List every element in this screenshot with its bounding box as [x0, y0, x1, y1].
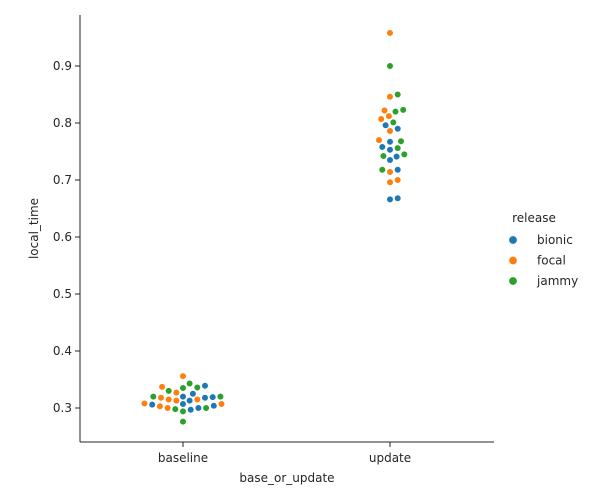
- data-point-focal: [386, 127, 394, 135]
- data-point-bionic: [210, 402, 218, 410]
- data-point-bionic: [179, 400, 187, 408]
- data-point-jammy: [216, 393, 224, 401]
- data-point-jammy: [400, 150, 408, 158]
- data-point-jammy: [179, 418, 187, 426]
- data-point-bionic: [386, 138, 394, 146]
- data-point-bionic: [386, 156, 394, 164]
- x-tick-label: baseline: [158, 451, 208, 465]
- data-point-focal: [380, 106, 389, 115]
- data-point-bionic: [394, 166, 402, 174]
- data-point-focal: [385, 112, 393, 120]
- data-point-focal: [158, 383, 166, 391]
- x-axis-label: base_or_update: [239, 471, 334, 485]
- data-point-bionic: [187, 406, 195, 414]
- data-point-jammy: [149, 393, 157, 401]
- data-point-focal: [172, 396, 180, 405]
- legend: release bionic focal jammy: [508, 211, 578, 288]
- axes: 0.3 0.4 0.5 0.6 0.7 0.8 0.9 baseline update base_…: [27, 15, 494, 485]
- y-tick-label: 0.9: [53, 59, 72, 73]
- data-point-bionic: [394, 125, 402, 133]
- data-point-jammy: [394, 144, 402, 152]
- data-point-bionic: [194, 404, 202, 412]
- data-point-focal: [172, 389, 180, 397]
- data-point-jammy: [179, 384, 187, 392]
- data-point-jammy: [389, 118, 397, 127]
- data-point-focal: [375, 136, 383, 144]
- data-point-focal: [386, 29, 394, 37]
- data-point-bionic: [209, 393, 217, 401]
- data-point-focal: [386, 168, 394, 176]
- data-point-focal: [377, 115, 385, 123]
- data-point-focal: [394, 176, 402, 184]
- data-point-focal: [165, 395, 173, 404]
- data-points: [140, 29, 408, 426]
- y-tick-label: 0.3: [53, 401, 72, 415]
- data-point-jammy: [391, 107, 400, 116]
- legend-marker-focal: [508, 255, 518, 265]
- data-point-focal: [217, 400, 226, 408]
- data-point-bionic: [189, 390, 197, 398]
- data-point-jammy: [179, 407, 187, 416]
- data-point-jammy: [171, 405, 179, 413]
- data-point-focal: [386, 93, 394, 101]
- data-point-focal: [386, 178, 394, 186]
- data-point-focal: [193, 395, 201, 404]
- data-point-bionic: [201, 394, 209, 402]
- legend-title: release: [512, 211, 556, 225]
- data-point-jammy: [397, 137, 405, 145]
- data-point-bionic: [179, 393, 187, 401]
- data-point-bionic: [186, 396, 194, 405]
- data-point-bionic: [201, 382, 209, 390]
- data-point-bionic: [382, 121, 390, 129]
- legend-marker-bionic: [508, 235, 518, 245]
- data-point-bionic: [148, 400, 156, 409]
- data-point-focal: [157, 394, 165, 402]
- data-point-bionic: [386, 146, 394, 154]
- data-point-focal: [140, 399, 149, 408]
- x-tick-label: update: [369, 451, 411, 465]
- legend-label-bionic: bionic: [537, 233, 573, 247]
- data-point-jammy: [394, 90, 402, 99]
- data-point-jammy: [202, 404, 210, 412]
- data-point-jammy: [378, 166, 386, 174]
- y-tick-label: 0.5: [53, 287, 72, 301]
- data-point-jammy: [379, 152, 388, 160]
- data-point-bionic: [378, 143, 386, 151]
- data-point-focal: [164, 404, 172, 412]
- data-point-jammy: [386, 62, 394, 70]
- y-tick-label: 0.4: [53, 344, 72, 358]
- data-point-jammy: [399, 106, 407, 114]
- data-point-bionic: [394, 194, 402, 202]
- data-point-bionic: [393, 153, 401, 161]
- data-point-jammy: [193, 383, 201, 392]
- legend-label-jammy: jammy: [536, 274, 578, 288]
- y-axis-label: local_time: [27, 198, 41, 259]
- y-tick-label: 0.8: [53, 116, 72, 130]
- data-point-jammy: [165, 387, 173, 395]
- data-point-focal: [156, 402, 164, 410]
- data-point-jammy: [186, 379, 194, 388]
- data-point-bionic: [386, 195, 394, 203]
- legend-label-focal: focal: [537, 254, 566, 268]
- y-tick-label: 0.6: [53, 230, 72, 244]
- legend-marker-jammy: [508, 276, 518, 286]
- data-point-focal: [179, 372, 187, 380]
- y-tick-label: 0.7: [53, 173, 72, 187]
